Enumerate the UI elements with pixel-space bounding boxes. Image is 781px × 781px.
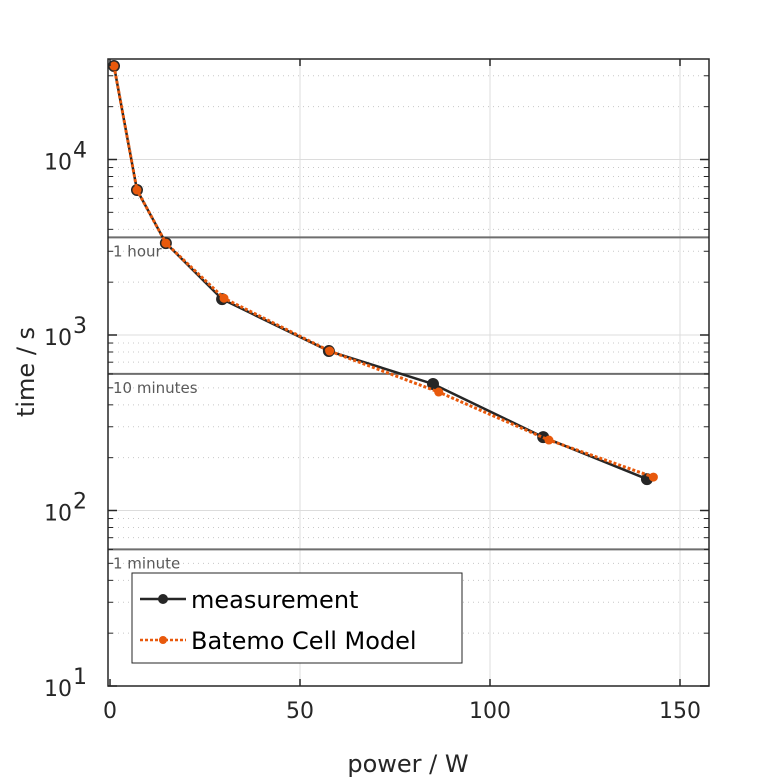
reference-line-label: 10 minutes [113,379,198,397]
series-layer [107,60,658,486]
data-point-model [434,387,444,397]
reference-line-label: 1 minute [113,554,180,572]
x-tick-label: 100 [469,699,511,724]
data-point-model [544,435,554,445]
legend: measurement Batemo Cell Model [131,572,463,664]
y-tick-label-exponent: 4 [73,139,87,164]
data-point-measurement [427,377,439,390]
y-tick-label: 10 [44,502,72,527]
data-point-model [325,346,335,356]
y-tick-label-exponent: 3 [73,314,87,339]
reference-lines: 1 hour 10 minutes 1 minute [108,236,709,572]
legend-box [131,572,463,664]
reference-line-label: 1 hour [113,242,163,260]
legend-marker-measurement [158,594,168,604]
legend-label-model: Batemo Cell Model [191,627,417,655]
data-point-model [109,61,119,71]
data-point-model [648,472,658,482]
y-tick-label: 10 [44,677,72,702]
legend-label-measurement: measurement [191,586,358,614]
data-point-model [161,238,171,248]
x-tick-label: 50 [286,699,314,724]
x-tick-label: 150 [659,699,701,724]
series-line-measurement [112,65,648,481]
data-point-model [219,293,229,303]
x-axis-label: power / W [347,750,468,778]
plot-frame [107,58,710,687]
legend-marker-model [159,636,167,644]
y-tick-label-exponent: 1 [73,665,87,690]
y-tick-label: 10 [44,326,72,351]
y-tick-label-exponent: 2 [73,490,87,515]
data-point-model [132,185,142,195]
y-axis-label: time / s [12,327,40,417]
x-tick-label: 0 [103,699,117,724]
series-line-model [112,65,654,479]
y-tick-label: 10 [44,151,72,176]
